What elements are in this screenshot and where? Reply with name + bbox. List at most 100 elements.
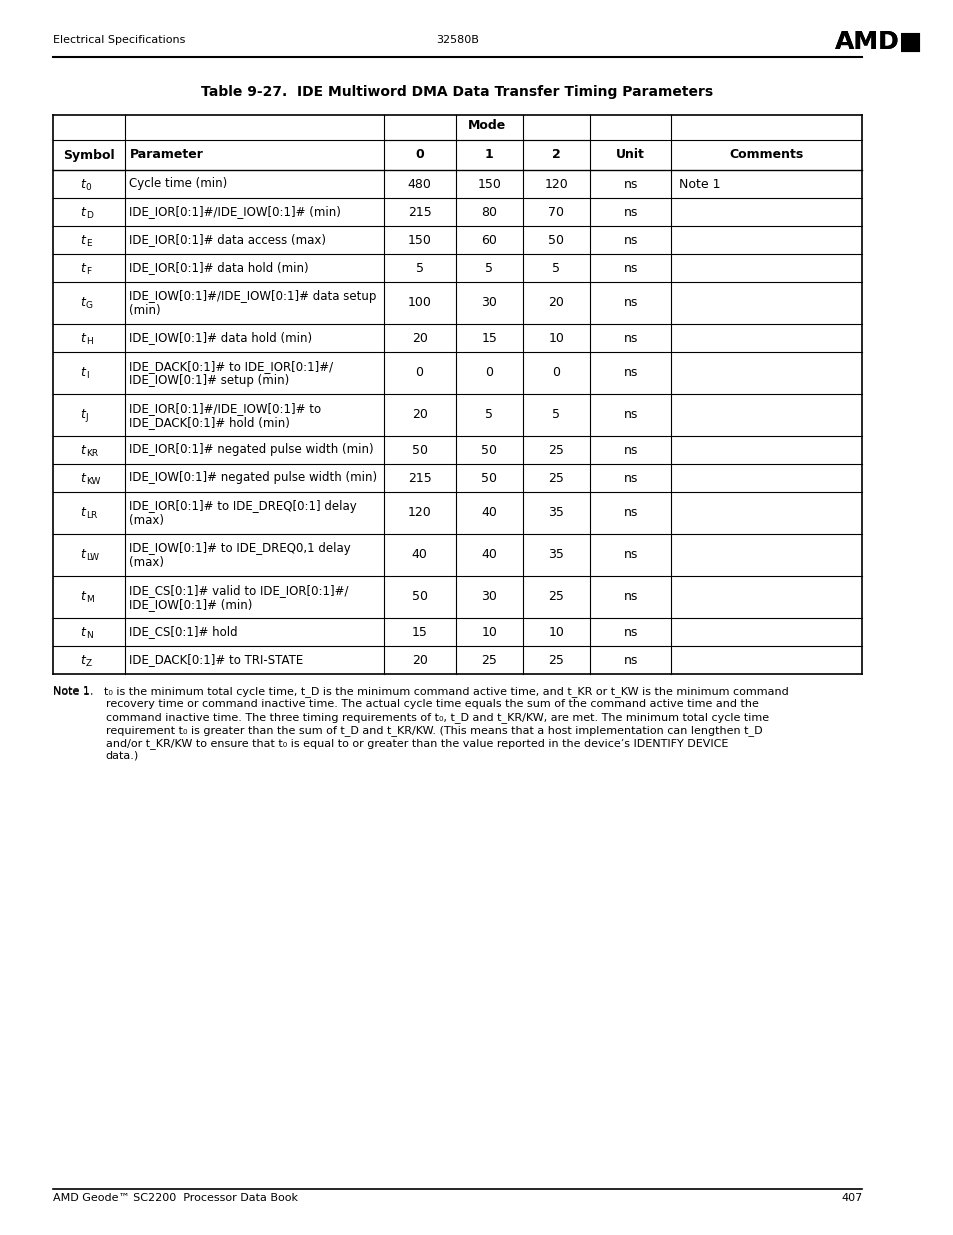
Text: AMD Geode™ SC2200  Processor Data Book: AMD Geode™ SC2200 Processor Data Book — [52, 1193, 297, 1203]
Text: Note 1: Note 1 — [679, 178, 720, 190]
Text: t: t — [80, 590, 85, 604]
Text: IDE_DACK[0:1]# to TRI-STATE: IDE_DACK[0:1]# to TRI-STATE — [130, 653, 303, 667]
Text: t: t — [80, 262, 85, 274]
Text: 5: 5 — [552, 409, 559, 421]
Text: Parameter: Parameter — [130, 148, 203, 162]
Text: IDE_IOW[0:1]# data hold (min): IDE_IOW[0:1]# data hold (min) — [130, 331, 313, 345]
Text: 0: 0 — [552, 367, 559, 379]
Text: Electrical Specifications: Electrical Specifications — [52, 35, 185, 44]
Text: t: t — [80, 472, 85, 484]
Text: requirement t₀ is greater than the sum of t_D and t_KR/KW. (This means that a ho: requirement t₀ is greater than the sum o… — [106, 725, 761, 736]
Text: IDE_CS[0:1]# valid to IDE_IOR[0:1]#/: IDE_CS[0:1]# valid to IDE_IOR[0:1]#/ — [130, 584, 349, 597]
Text: G: G — [86, 301, 92, 310]
Text: 50: 50 — [411, 443, 427, 457]
Text: IDE_DACK[0:1]# hold (min): IDE_DACK[0:1]# hold (min) — [130, 416, 290, 429]
Text: t: t — [80, 506, 85, 520]
Text: ns: ns — [622, 472, 638, 484]
Text: 10: 10 — [548, 625, 563, 638]
Text: IDE_IOR[0:1]# to IDE_DREQ[0:1] delay: IDE_IOR[0:1]# to IDE_DREQ[0:1] delay — [130, 500, 356, 513]
Text: ns: ns — [622, 296, 638, 310]
Text: t: t — [80, 409, 85, 421]
Text: ns: ns — [622, 506, 638, 520]
Text: t: t — [80, 233, 85, 247]
Text: t: t — [80, 443, 85, 457]
Text: 15: 15 — [480, 331, 497, 345]
Text: 10: 10 — [548, 331, 563, 345]
Text: E: E — [86, 238, 91, 247]
Text: Symbol: Symbol — [63, 148, 114, 162]
Text: recovery time or command inactive time. The actual cycle time equals the sum of : recovery time or command inactive time. … — [106, 699, 758, 709]
Text: LW: LW — [86, 553, 99, 562]
Text: KR: KR — [86, 448, 98, 457]
Text: N: N — [86, 631, 92, 640]
Text: 120: 120 — [544, 178, 568, 190]
Text: 40: 40 — [480, 506, 497, 520]
Text: ns: ns — [622, 233, 638, 247]
Text: M: M — [86, 595, 93, 604]
Text: IDE_IOW[0:1]# negated pulse width (min): IDE_IOW[0:1]# negated pulse width (min) — [130, 472, 377, 484]
Text: 80: 80 — [480, 205, 497, 219]
Text: ns: ns — [622, 548, 638, 562]
Text: ns: ns — [622, 262, 638, 274]
Text: 100: 100 — [407, 296, 431, 310]
Text: 1: 1 — [484, 148, 493, 162]
Text: (max): (max) — [130, 556, 164, 569]
Text: 40: 40 — [480, 548, 497, 562]
Text: ns: ns — [622, 331, 638, 345]
Text: 215: 215 — [407, 472, 431, 484]
Text: (max): (max) — [130, 514, 164, 527]
Text: ns: ns — [622, 367, 638, 379]
Text: IDE_IOR[0:1]#/IDE_IOW[0:1]# (min): IDE_IOR[0:1]#/IDE_IOW[0:1]# (min) — [130, 205, 341, 219]
Text: 25: 25 — [548, 590, 563, 604]
Text: 30: 30 — [480, 296, 497, 310]
Text: Unit: Unit — [616, 148, 644, 162]
Text: H: H — [86, 336, 92, 346]
Text: F: F — [86, 267, 91, 275]
Text: 25: 25 — [548, 653, 563, 667]
Text: 5: 5 — [485, 262, 493, 274]
Text: 5: 5 — [416, 262, 423, 274]
Text: IDE_DACK[0:1]# to IDE_IOR[0:1]#/: IDE_DACK[0:1]# to IDE_IOR[0:1]#/ — [130, 359, 334, 373]
Text: 5: 5 — [552, 262, 559, 274]
Text: Cycle time (min): Cycle time (min) — [130, 178, 228, 190]
Text: IDE_IOW[0:1]# setup (min): IDE_IOW[0:1]# setup (min) — [130, 374, 290, 387]
Text: 407: 407 — [841, 1193, 862, 1203]
Text: t: t — [80, 625, 85, 638]
Text: KW: KW — [86, 477, 100, 485]
Text: Table 9-27.  IDE Multiword DMA Data Transfer Timing Parameters: Table 9-27. IDE Multiword DMA Data Trans… — [201, 85, 713, 99]
Text: 10: 10 — [480, 625, 497, 638]
Text: 50: 50 — [548, 233, 563, 247]
Text: 60: 60 — [480, 233, 497, 247]
Text: IDE_IOW[0:1]# (min): IDE_IOW[0:1]# (min) — [130, 598, 253, 611]
Text: J: J — [86, 414, 89, 422]
Text: ns: ns — [622, 205, 638, 219]
Text: 150: 150 — [476, 178, 500, 190]
Text: t: t — [80, 548, 85, 562]
Text: 15: 15 — [412, 625, 427, 638]
Text: 2: 2 — [552, 148, 560, 162]
Text: t: t — [80, 653, 85, 667]
Text: 35: 35 — [548, 548, 563, 562]
Text: IDE_IOR[0:1]# data hold (min): IDE_IOR[0:1]# data hold (min) — [130, 262, 309, 274]
Text: data.): data.) — [106, 751, 138, 761]
Text: Comments: Comments — [729, 148, 803, 162]
Text: Note 1.   t₀ is the minimum total cycle time, t_D is the minimum command active : Note 1. t₀ is the minimum total cycle ti… — [52, 685, 788, 697]
Text: IDE_IOW[0:1]# to IDE_DREQ0,1 delay: IDE_IOW[0:1]# to IDE_DREQ0,1 delay — [130, 542, 351, 555]
Text: 20: 20 — [412, 331, 427, 345]
Text: 20: 20 — [548, 296, 563, 310]
Text: 480: 480 — [407, 178, 431, 190]
Text: 25: 25 — [548, 472, 563, 484]
Text: Note 1.: Note 1. — [52, 685, 93, 697]
Text: ns: ns — [622, 590, 638, 604]
Text: 0: 0 — [485, 367, 493, 379]
Text: t: t — [80, 205, 85, 219]
Text: 0: 0 — [86, 183, 91, 191]
Text: D: D — [86, 210, 92, 220]
Text: 50: 50 — [411, 590, 427, 604]
Text: t: t — [80, 296, 85, 310]
Text: 215: 215 — [407, 205, 431, 219]
Text: AMD: AMD — [834, 30, 899, 54]
Text: LR: LR — [86, 511, 97, 520]
Text: 150: 150 — [407, 233, 431, 247]
Text: 50: 50 — [480, 443, 497, 457]
